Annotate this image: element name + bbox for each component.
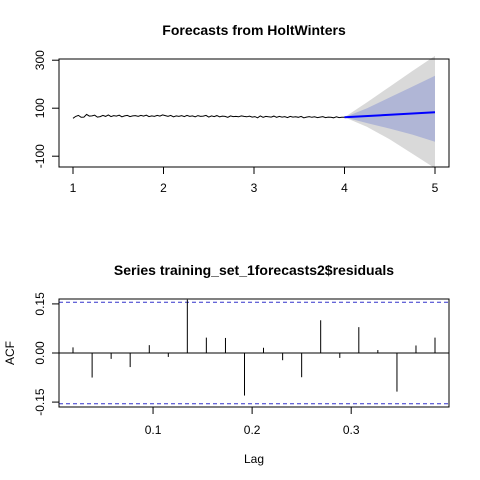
acf-chart-title: Series training_set_1forecasts2$residual… <box>114 262 394 278</box>
x-tick-label: 5 <box>432 181 439 195</box>
forecast-chart-title: Forecasts from HoltWinters <box>162 22 346 38</box>
x-tick-label: 3 <box>251 181 258 195</box>
forecast-y-axis: -100 100 300 <box>33 50 60 168</box>
acf-x-axis: 0.1 0.2 0.3 <box>145 406 360 437</box>
y-tick-label: -0.15 <box>33 388 47 416</box>
acf-y-axis: -0.15 0.00 0.15 <box>33 292 60 416</box>
acf-confidence-bounds <box>59 301 449 405</box>
y-tick-label: 100 <box>33 98 47 118</box>
interval-band-80pct <box>344 75 435 142</box>
observed-line <box>72 113 345 119</box>
forecast-x-axis: 1 2 3 4 5 <box>70 166 439 195</box>
acf-x-axis-label: Lag <box>244 452 264 466</box>
y-tick-label: 300 <box>33 50 47 70</box>
forecast-series-lines <box>72 111 436 119</box>
y-tick-label: -100 <box>33 144 47 168</box>
x-tick-label: 0.3 <box>343 423 360 437</box>
x-tick-label: 2 <box>160 181 167 195</box>
acf-spikes <box>59 299 449 396</box>
x-tick-label: 4 <box>341 181 348 195</box>
y-tick-label: 0.00 <box>33 341 47 365</box>
forecast-line <box>344 111 436 119</box>
x-tick-label: 1 <box>70 181 77 195</box>
x-tick-label: 0.1 <box>145 423 162 437</box>
y-tick-label: 0.15 <box>33 292 47 316</box>
x-tick-label: 0.2 <box>244 423 261 437</box>
forecast-interval-bands <box>344 55 435 169</box>
acf-y-axis-label: ACF <box>3 341 17 365</box>
